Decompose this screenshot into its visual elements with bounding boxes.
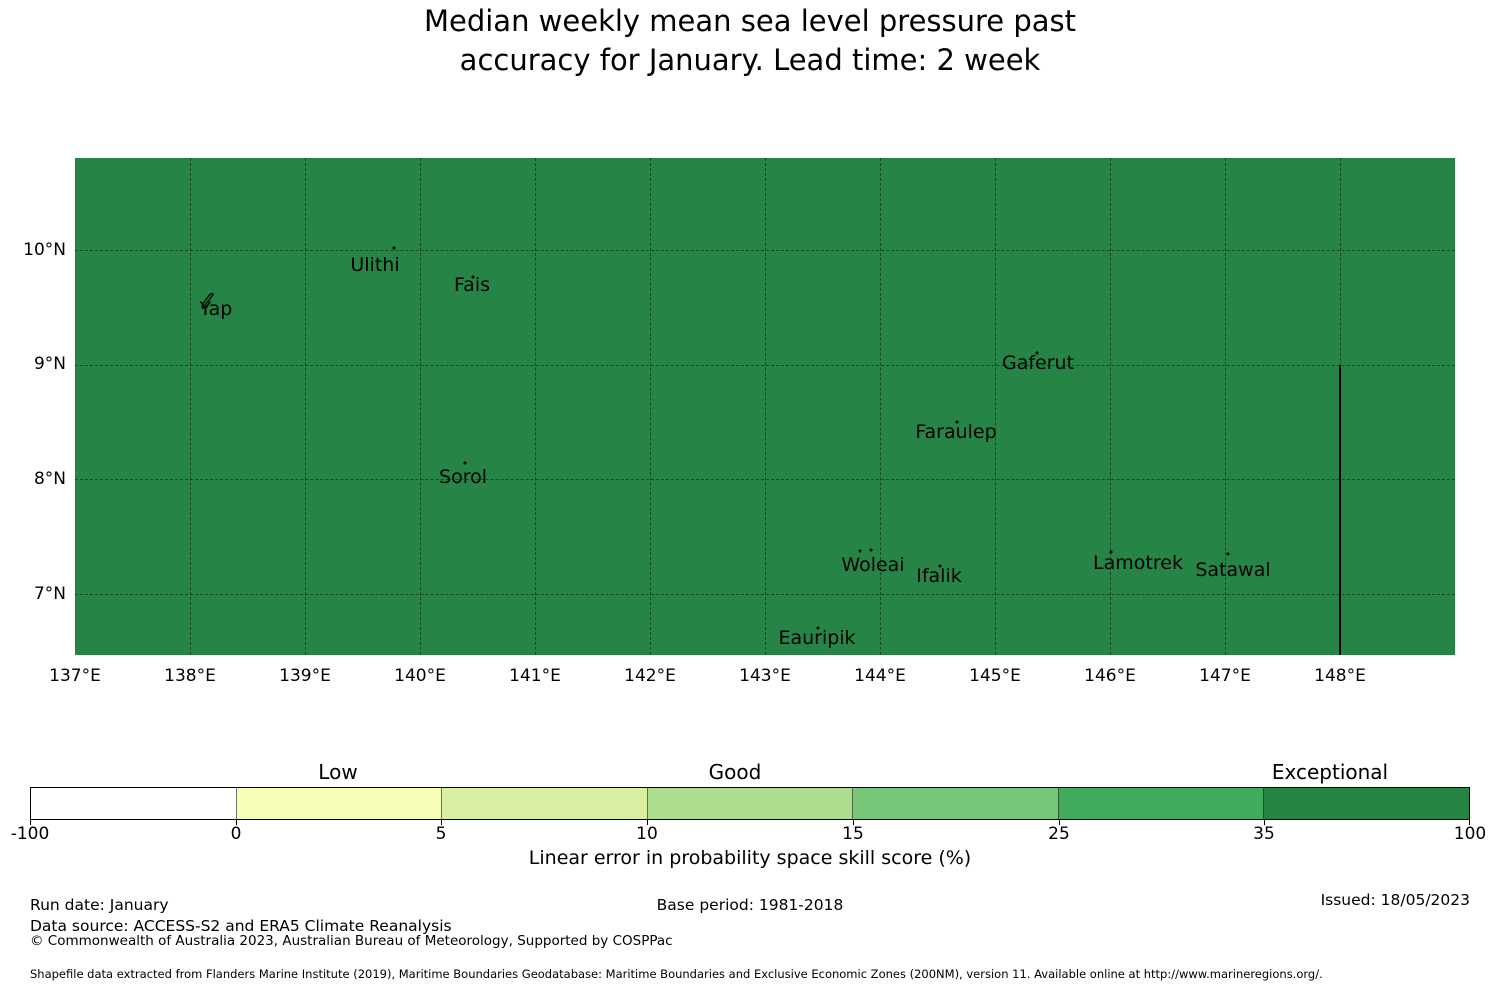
colorbar-segment-35-100 <box>1264 788 1470 819</box>
gridline-147e <box>1225 158 1226 655</box>
island-dot-woleai-2 <box>869 548 873 552</box>
colorbar-tick-100: 100 <box>1453 824 1487 844</box>
island-dot-eauripik <box>816 626 820 630</box>
colorbar-tick-10: 10 <box>636 824 658 844</box>
island-dot-gaferut <box>1035 351 1039 355</box>
island-label-ifalik: Ifalik <box>916 565 962 587</box>
gridline-145e <box>995 158 996 655</box>
chart-title-line1: Median weekly mean sea level pressure pa… <box>423 4 1077 38</box>
colorbar-tick-35: 35 <box>1253 824 1275 844</box>
island-dot-faraulep <box>955 420 959 424</box>
colorbar-tick-0: 0 <box>230 824 242 844</box>
data-source-text: Data source: ACCESS-S2 and ERA5 Climate … <box>30 917 452 935</box>
colorbar-tick-5: 5 <box>435 824 447 844</box>
shapefile-attribution-text: Shapefile data extracted from Flanders M… <box>30 967 1323 981</box>
xtick-148e: 148°E <box>1314 666 1366 686</box>
xtick-137e: 137°E <box>49 666 101 686</box>
island-label-woleai: Woleai <box>841 554 905 576</box>
colorbar-tick-neg100: -100 <box>10 824 50 844</box>
island-label-ulithi: Ulithi <box>350 254 400 276</box>
yap-island-shape <box>201 292 214 310</box>
gridline-146e <box>1110 158 1111 655</box>
colorbar-tick-15: 15 <box>842 824 864 844</box>
copyright-text: © Commonwealth of Australia 2023, Austra… <box>30 933 673 949</box>
chart-title: Median weekly mean sea level pressure pa… <box>0 2 1500 80</box>
xtick-140e: 140°E <box>394 666 446 686</box>
gridline-142e <box>650 158 651 655</box>
gridline-144e <box>880 158 881 655</box>
colorbar-segment-15-25 <box>853 788 1059 819</box>
gridline-9n <box>75 365 1455 366</box>
colorbar-category-good: Good <box>708 760 762 784</box>
ytick-10n: 10°N <box>23 240 66 260</box>
xtick-143e: 143°E <box>739 666 791 686</box>
gridline-7n <box>75 594 1455 595</box>
colorbar-segment-5-10 <box>442 788 648 819</box>
island-label-sorol: Sorol <box>439 466 487 488</box>
base-period-text: Base period: 1981-2018 <box>656 896 844 914</box>
island-dot-woleai-1 <box>858 549 862 553</box>
xtick-145e: 145°E <box>969 666 1021 686</box>
colorbar-tickmark <box>30 820 31 825</box>
colorbar-tickmark <box>441 820 442 825</box>
map-plot-area: Yap Ulithi Fais Sorol Gaferut Faraulep W… <box>75 158 1455 655</box>
gridline-138e <box>190 158 191 655</box>
island-label-gaferut: Gaferut <box>1001 352 1075 374</box>
island-label-eauripik: Eauripik <box>778 627 856 649</box>
gridline-143e <box>765 158 766 655</box>
colorbar-tickmark <box>853 820 854 825</box>
island-label-fais: Fais <box>453 274 491 296</box>
colorbar-tickmark <box>647 820 648 825</box>
eez-boundary-line <box>1339 365 1341 655</box>
island-dot-sorol <box>463 461 467 465</box>
colorbar-segment-25-35 <box>1058 788 1265 819</box>
colorbar-segment-0-5 <box>236 788 443 819</box>
gridline-140e <box>420 158 421 655</box>
colorbar-tickmark <box>236 820 237 825</box>
colorbar-category-low: Low <box>318 760 358 784</box>
island-dot-ulithi <box>392 246 396 250</box>
gridline-10n <box>75 250 1455 251</box>
island-dot-fais <box>471 275 475 279</box>
colorbar-axis-label: Linear error in probability space skill … <box>528 847 972 869</box>
gridline-141e <box>535 158 536 655</box>
ytick-8n: 8°N <box>33 469 66 489</box>
xtick-139e: 139°E <box>279 666 331 686</box>
colorbar-tickmark <box>1264 820 1265 825</box>
colorbar-tick-25: 25 <box>1048 824 1070 844</box>
chart-title-line2: accuracy for January. Lead time: 2 week <box>459 43 1041 77</box>
xtick-144e: 144°E <box>854 666 906 686</box>
run-date-text: Run date: January <box>30 896 169 914</box>
issued-date-text: Issued: 18/05/2023 <box>1320 891 1470 909</box>
ytick-7n: 7°N <box>33 584 66 604</box>
xtick-141e: 141°E <box>509 666 561 686</box>
colorbar-segment-neg100-0 <box>31 788 237 819</box>
island-dot-ifalik <box>938 564 942 568</box>
island-label-yap: Yap <box>199 298 233 320</box>
island-label-satawal: Satawal <box>1195 559 1271 581</box>
island-dot-lamotrek <box>1109 550 1113 554</box>
ytick-9n: 9°N <box>33 354 66 374</box>
colorbar-category-exceptional: Exceptional <box>1271 760 1389 784</box>
island-label-lamotrek: Lamotrek <box>1093 552 1183 574</box>
island-dot-satawal <box>1226 552 1230 556</box>
xtick-138e: 138°E <box>164 666 216 686</box>
colorbar-segment-10-15 <box>647 788 854 819</box>
colorbar-tickmark <box>1469 820 1470 825</box>
xtick-142e: 142°E <box>624 666 676 686</box>
gridline-8n <box>75 479 1455 480</box>
xtick-147e: 147°E <box>1199 666 1251 686</box>
colorbar-tickmark <box>1059 820 1060 825</box>
xtick-146e: 146°E <box>1084 666 1136 686</box>
gridline-139e <box>305 158 306 655</box>
island-label-faraulep: Faraulep <box>915 421 997 443</box>
colorbar <box>30 787 1470 820</box>
